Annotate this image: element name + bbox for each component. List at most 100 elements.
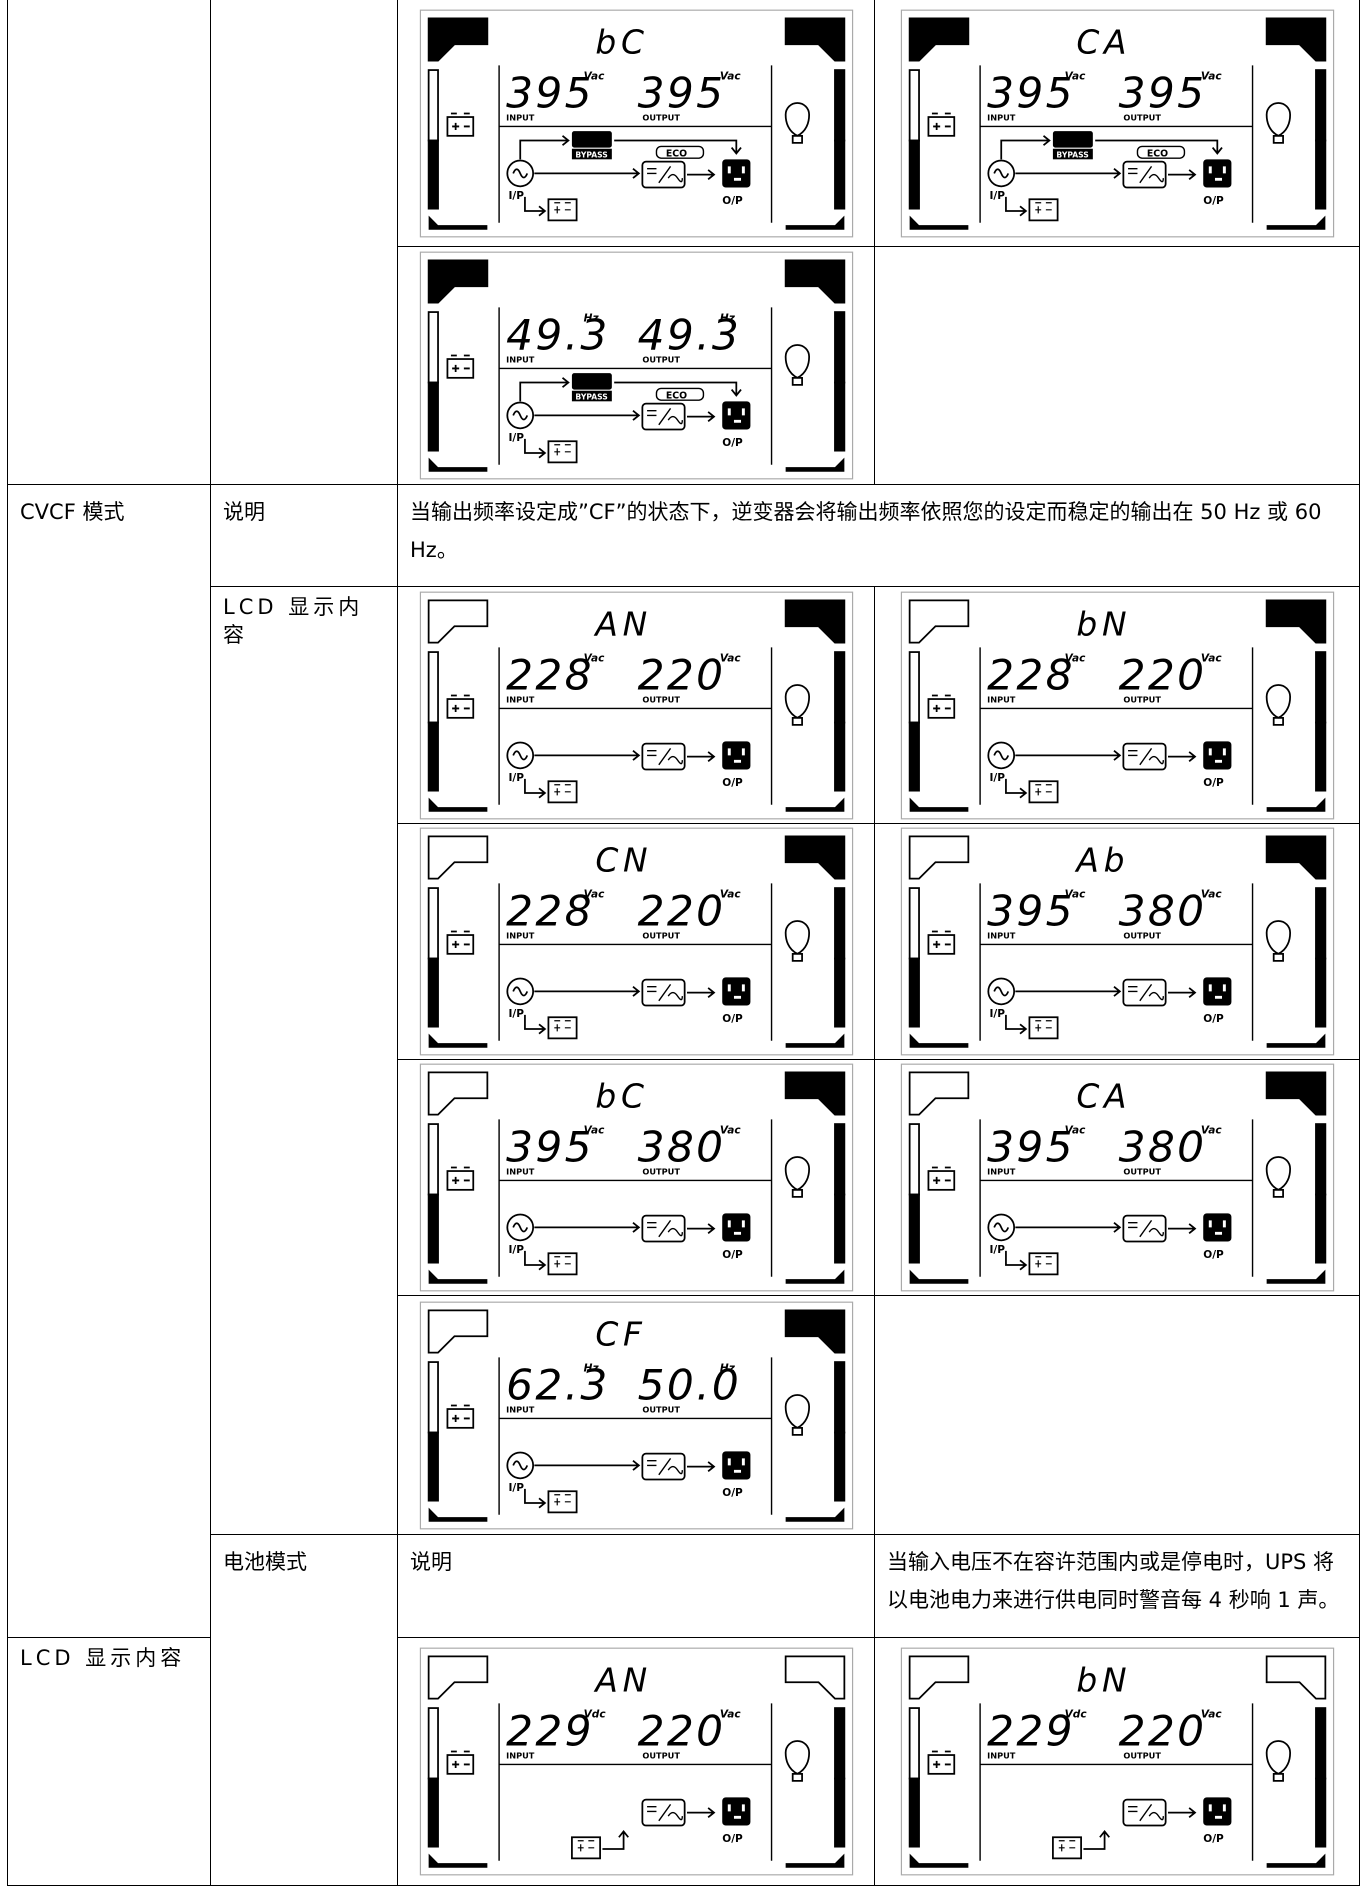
side-bar [908,1123,920,1196]
inverter-icon [1121,160,1167,188]
output-value: 380 [1118,1123,1206,1172]
eco-box [655,145,704,159]
divider [497,1119,772,1277]
arrow [1167,1223,1196,1234]
outlet-icon [1202,740,1231,770]
ac-wave [511,1222,528,1233]
arrow [686,168,715,180]
side-bar [427,1193,439,1264]
battery-symbol [1034,1020,1052,1032]
ip-label: I/P [508,190,524,202]
battery-icon [927,115,955,137]
arrow [1014,167,1121,179]
arrow [1004,1250,1027,1271]
bottom-bar [785,797,844,812]
op-label: O/P [1203,776,1224,788]
panel-frame [419,827,853,1056]
output-unit: Vac [719,1124,740,1136]
bottom-bar [428,1269,487,1284]
battery-box [547,1489,577,1513]
battery-icon [931,1750,951,1768]
input-value: 395 [987,1123,1075,1172]
mode-label: 电池模式 [210,1534,398,1886]
input-label: INPUT [506,355,535,365]
bottom-bar [909,1853,968,1868]
inverter-symbol [1127,983,1164,1002]
battery-icon [927,934,955,955]
bulb-icon [784,101,810,144]
arrow [1004,778,1027,798]
bulb-icon [1265,1740,1291,1782]
side-bar [833,1193,845,1264]
battery-box [1051,1836,1082,1860]
ac-wave [511,167,528,178]
inverter-symbol [646,165,683,183]
outlet-icon [1202,977,1231,1006]
input-unit: Hz [583,1362,599,1374]
output-unit: Vac [719,652,740,664]
arrow [1082,1829,1110,1850]
battery-icon [931,694,951,712]
bottom-bar [1266,797,1325,812]
outlet-holes [1208,747,1226,763]
side-bar [833,1707,845,1780]
outlet-holes [727,408,745,423]
op-label: O/P [1203,194,1224,206]
arrow [533,1222,640,1233]
ip-label: I/P [989,1008,1005,1020]
load-bar [784,17,845,62]
input-value: 49.3 [506,311,610,360]
arrow [523,778,546,798]
inverter-icon [640,1214,686,1243]
ip-label: I/P [508,432,524,444]
mode-code: CN [595,841,652,880]
side-bar [1314,1193,1326,1264]
output-label: OUTPUT [642,1751,680,1761]
arrow [1167,750,1196,762]
eco-label: ECO [665,390,686,401]
outlet-icon [1202,1213,1231,1242]
input-value: 228 [987,650,1075,699]
arrow [686,987,715,998]
load-bar [427,599,488,644]
panel-frame [900,1063,1334,1292]
output-label: OUTPUT [642,355,680,365]
mode-code: CA [1076,1077,1131,1116]
load-bar [427,259,488,304]
side-bar [427,957,439,1028]
mode-code: bC [595,1077,648,1116]
bypass-tag [571,390,612,402]
side-bar [833,887,845,960]
eco-box [1136,145,1185,159]
cell [210,0,398,485]
side-bar [833,957,845,1028]
input-value: 228 [506,887,594,936]
load-bar [427,835,488,880]
panel-frame [900,827,1334,1056]
outlet-icon [721,1450,750,1480]
lcd-label: LCD 显示内容 [210,586,398,1535]
battery-box [547,440,577,464]
ip-label: I/P [508,1008,524,1020]
output-unit: Vac [719,70,740,82]
side-bar [1314,887,1326,960]
arrow [533,1459,640,1471]
bottom-bar [428,457,487,472]
load-bar [908,835,969,880]
inverter-icon [1121,978,1167,1007]
input-value: 395 [506,1123,594,1172]
row: 49.3 Hz 49.3 Hz INPUT OUTPUT O/P I/P BYPASS ECO [8,246,1360,485]
side-bar [427,1431,439,1502]
output-unit: Vac [1200,1708,1221,1720]
side-bar [908,1777,920,1848]
divider [978,1703,1253,1861]
output-value: 220 [1118,1707,1206,1756]
op-label: O/P [1203,1249,1224,1261]
input-unit: Vac [583,888,604,900]
battery-icon [446,115,474,137]
